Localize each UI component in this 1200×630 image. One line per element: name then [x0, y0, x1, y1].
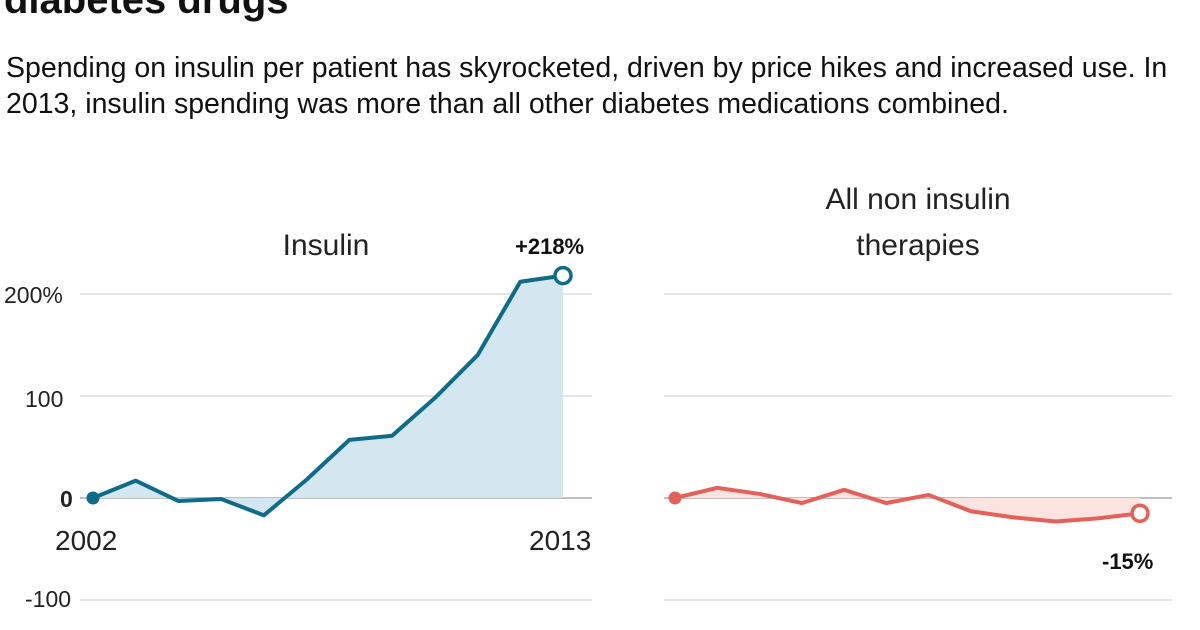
noninsulin-area: [675, 487, 1140, 522]
insulin-panel-title: Insulin: [283, 229, 370, 262]
chart-title: diabetes drugs: [4, 0, 289, 22]
insulin-area: [93, 275, 563, 516]
noninsulin-panel-title-line1: All non insulin: [825, 183, 1010, 216]
y-tick-label-200: 200%: [4, 282, 63, 308]
chart-subtitle: Spending on insulin per patient has skyr…: [6, 52, 1168, 120]
noninsulin-gridlines: [664, 293, 1172, 601]
insulin-line: [92, 273, 564, 518]
y-tick-label-0: 0: [60, 486, 73, 512]
insulin-start-point: [86, 491, 100, 505]
insulin-end-point: [553, 265, 573, 286]
noninsulin-panel-title-line2: therapies: [856, 229, 979, 262]
insulin-end-label: +218%: [515, 234, 584, 259]
noninsulin-start-point: [668, 491, 682, 505]
noninsulin-end-label: -15%: [1102, 549, 1153, 574]
noninsulin-end-point: [1130, 503, 1150, 524]
x-tick-label-start: 2002: [55, 525, 117, 556]
y-tick-label-neg100: -100: [25, 586, 71, 612]
chart-marks: [86, 265, 1150, 524]
y-tick-label-100: 100: [25, 386, 63, 412]
x-tick-label-end: 2013: [529, 525, 591, 556]
noninsulin-line: [674, 485, 1141, 524]
